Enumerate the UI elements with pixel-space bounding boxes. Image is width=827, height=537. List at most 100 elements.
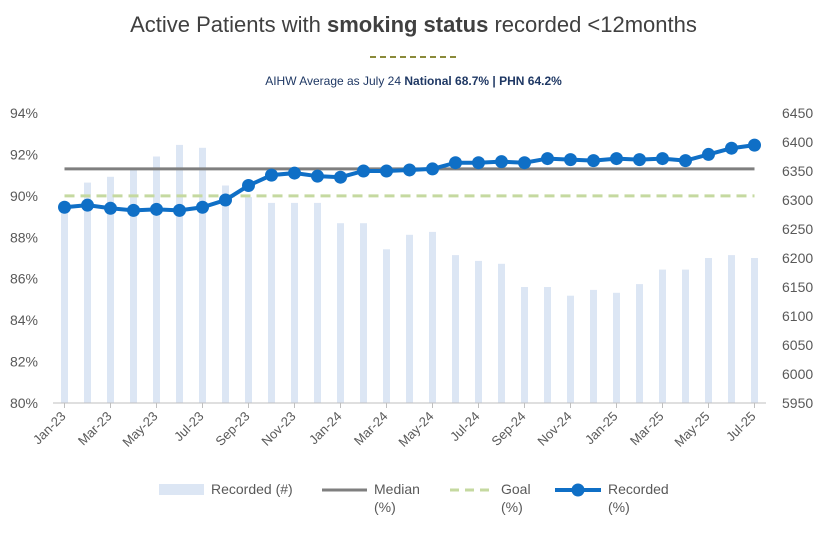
legend-label-goal-2: (%) [501,499,523,515]
bar-recorded-count [337,223,344,403]
bar-recorded-count [314,202,321,403]
bar-recorded-count [429,231,436,403]
bar-recorded-count [360,223,367,403]
x-tick-label: Jan-25 [582,409,621,448]
bar-recorded-count [153,156,160,403]
legend-swatch-bars [159,484,204,495]
recorded-percent-point [564,153,577,167]
y-right-tick-label: 6350 [782,163,813,179]
recorded-percent-point [150,202,163,216]
recorded-percent-point [633,153,646,167]
x-tick-label: Mar-23 [75,409,115,449]
bar-recorded-count [636,284,643,403]
y-left-tick-label: 86% [10,271,38,287]
recorded-percent-point [449,156,462,170]
recorded-percent-point [656,152,669,166]
recorded-percent-point [104,201,117,215]
legend-label-median-2: (%) [374,499,396,515]
bar-recorded-count [406,234,413,403]
recorded-percent-point [265,168,278,182]
y-left-tick-label: 82% [10,354,38,370]
y-left-tick-label: 94% [10,105,38,121]
bar-recorded-count [107,176,114,403]
y-left-tick-label: 88% [10,229,38,245]
recorded-percent-point [702,147,715,161]
recorded-percent-point [288,166,301,180]
recorded-percent-point [495,155,508,169]
y-right-tick-label: 6300 [782,192,813,208]
y-right-tick-label: 6400 [782,134,813,150]
recorded-percent-point [426,162,439,176]
y-left-tick-label: 92% [10,146,38,162]
y-right-tick-label: 6000 [782,366,813,382]
y-right-tick-label: 6450 [782,105,813,121]
bar-recorded-count [452,255,459,403]
recorded-percent-line [64,143,755,213]
subtitle-bold: National 68.7% | PHN 64.2% [404,74,562,88]
legend-swatch-recorded-marker [571,483,585,497]
recorded-percent-point [518,156,531,170]
bar-recorded-count [199,147,206,403]
chart-subtitle: AIHW Average as July 24 National 68.7% |… [0,74,827,88]
recorded-percent-point [748,138,761,152]
recorded-percent-point [610,152,623,166]
x-tick-label: Jan-23 [30,409,69,448]
recorded-percent-point [725,141,738,155]
y-right-tick-label: 6100 [782,308,813,324]
x-tick-label: May-25 [671,409,712,450]
bar-recorded-count [613,292,620,403]
bar-recorded-count [61,208,68,403]
bar-recorded-count [682,269,689,403]
y-left-tick-label: 90% [10,188,38,204]
title-part1: Active Patients with [130,12,327,37]
bar-recorded-count [590,289,597,403]
legend-label-recorded-2: (%) [608,499,630,515]
bar-recorded-count [268,202,275,403]
legend-label-median-1: Median [374,481,420,497]
bar-recorded-count [751,258,758,403]
bar-recorded-count [728,255,735,403]
recorded-percent-point [196,200,209,214]
x-tick-label: Jul-23 [171,409,207,445]
recorded-percent-point [311,169,324,183]
bar-recorded-count [567,295,574,403]
x-tick-label: Jul-25 [723,409,759,445]
y-right-tick-label: 6050 [782,337,813,353]
bar-recorded-count [383,249,390,403]
x-tick-label: Jan-24 [306,409,345,448]
bar-recorded-count [475,260,482,403]
title-part2: recorded <12months [488,12,697,37]
recorded-percent-point [403,163,416,177]
y-right-tick-label: 5950 [782,395,813,411]
bar-recorded-count [222,185,229,403]
bar-recorded-count [291,202,298,403]
recorded-percent-point [127,203,140,217]
recorded-percent-point [357,164,370,178]
title-bold: smoking status [326,12,489,37]
y-right-tick-label: 6250 [782,221,813,237]
bar-recorded-count [176,144,183,403]
bar-recorded-count [705,258,712,403]
title-underline [370,56,456,58]
bar-recorded-count [544,287,551,403]
legend-label-goal-1: Goal [501,481,531,497]
bar-recorded-count [498,263,505,403]
y-left-tick-label: 80% [10,395,38,411]
recorded-percent-point [587,154,600,168]
legend-label-bars: Recorded (#) [211,481,293,497]
recorded-percent-point [173,203,186,217]
x-tick-label: Nov-24 [534,409,574,449]
x-tick-label: Mar-25 [627,409,667,449]
recorded-percent-point [380,164,393,178]
bar-recorded-count [245,197,252,403]
recorded-percent-point [219,193,232,207]
chart-title: Active Patients with smoking status reco… [0,12,827,38]
x-tick-label: May-24 [395,409,436,450]
y-right-tick-label: 6200 [782,250,813,266]
legend-label-recorded-1: Recorded [608,481,669,497]
bar-recorded-count [659,269,666,403]
recorded-percent-point [58,200,71,214]
y-right-tick-label: 6150 [782,279,813,295]
x-tick-label: Nov-23 [258,409,298,449]
